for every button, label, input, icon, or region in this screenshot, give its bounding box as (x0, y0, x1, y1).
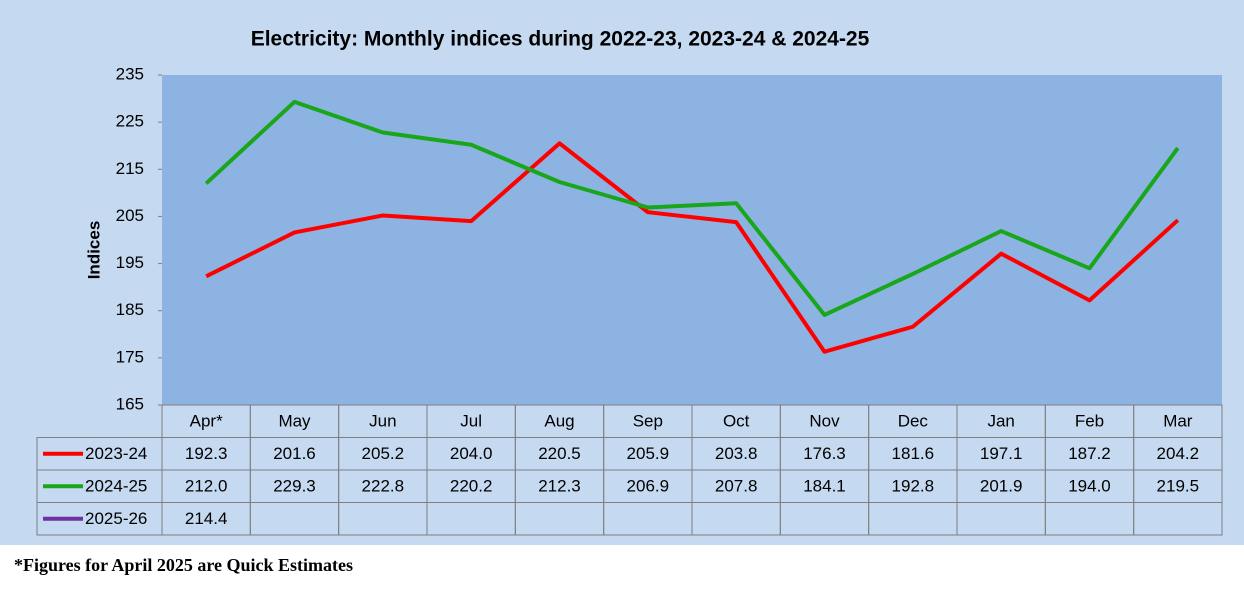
y-tick-label: 165 (116, 394, 144, 413)
y-tick-label: 205 (116, 206, 144, 225)
x-tick-label: Oct (723, 412, 750, 431)
table-value: 206.9 (627, 477, 670, 496)
table-value: 194.0 (1068, 477, 1111, 496)
table-value: 181.6 (892, 444, 935, 463)
y-tick-label: 175 (116, 347, 144, 366)
chart-title: Electricity: Monthly indices during 2022… (251, 28, 870, 51)
table-value: 219.5 (1157, 477, 1200, 496)
plot-area (162, 75, 1222, 405)
table-value: 197.1 (980, 444, 1023, 463)
x-tick-label: May (278, 412, 311, 431)
legend-label: 2023-24 (85, 444, 147, 463)
y-tick-label: 195 (116, 253, 144, 272)
x-tick-label: Jun (369, 412, 396, 431)
table-value: 184.1 (803, 477, 846, 496)
table-value: 203.8 (715, 444, 758, 463)
series-line (204, 99, 1180, 317)
y-tick-label: 185 (116, 300, 144, 319)
table-value: 205.9 (627, 444, 670, 463)
table-value: 192.8 (892, 477, 935, 496)
y-axis-label: Indices (84, 221, 103, 280)
table-value: 205.2 (362, 444, 405, 463)
table-value: 212.3 (538, 477, 581, 496)
legend-label: 2024-25 (85, 477, 147, 496)
table-value: 220.5 (538, 444, 581, 463)
x-tick-label: Apr* (190, 412, 223, 431)
table-value: 204.0 (450, 444, 493, 463)
table-value: 212.0 (185, 477, 228, 496)
table-value: 201.9 (980, 477, 1023, 496)
x-tick-label: Mar (1163, 412, 1193, 431)
x-tick-label: Jul (460, 412, 482, 431)
table-value: 220.2 (450, 477, 493, 496)
x-tick-label: Sep (633, 412, 663, 431)
y-tick-label: 215 (116, 159, 144, 178)
table-value: 176.3 (803, 444, 846, 463)
footnote: *Figures for April 2025 are Quick Estima… (14, 555, 353, 575)
x-tick-label: Aug (544, 412, 574, 431)
y-tick-label: 225 (116, 112, 144, 131)
y-tick-label: 235 (116, 64, 144, 83)
table-value: 187.2 (1068, 444, 1111, 463)
x-tick-label: Nov (809, 412, 840, 431)
table-value: 192.3 (185, 444, 228, 463)
x-tick-label: Dec (898, 412, 929, 431)
table-value: 222.8 (362, 477, 405, 496)
table-value: 207.8 (715, 477, 758, 496)
table-value: 214.4 (185, 509, 228, 528)
series-line (205, 141, 1180, 354)
x-tick-label: Jan (987, 412, 1014, 431)
table-cell (1133, 502, 1223, 536)
table-value: 201.6 (273, 444, 316, 463)
legend-label: 2025-26 (85, 509, 147, 528)
x-tick-label: Feb (1075, 412, 1104, 431)
table-value: 204.2 (1157, 444, 1200, 463)
table-value: 229.3 (273, 477, 316, 496)
